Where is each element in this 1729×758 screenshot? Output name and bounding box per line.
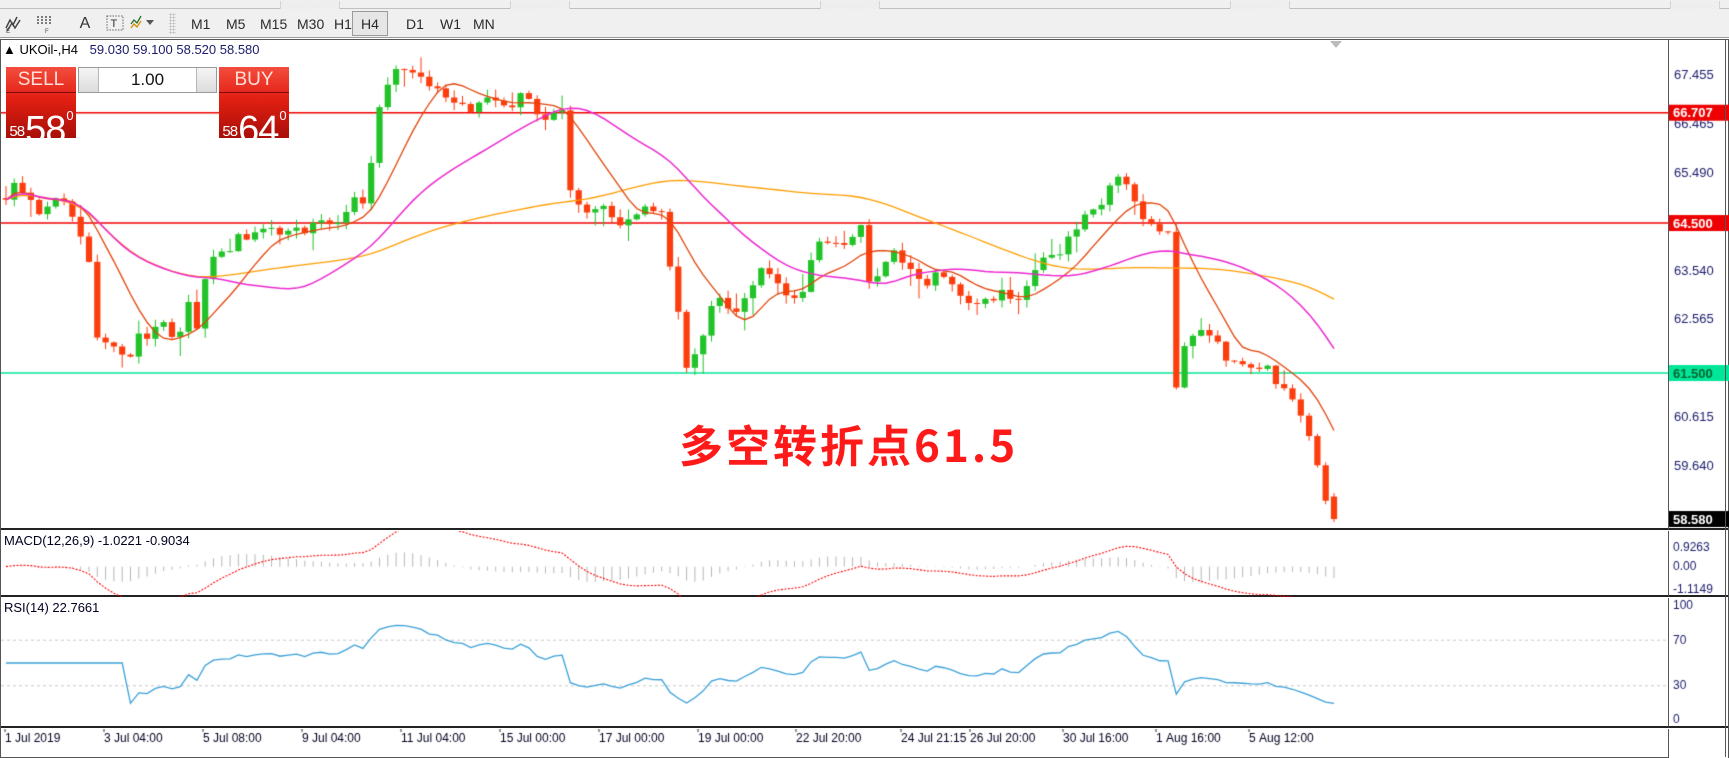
svg-text:T: T [111, 18, 118, 30]
svg-text:F: F [45, 29, 49, 34]
svg-text:E: E [6, 28, 11, 34]
